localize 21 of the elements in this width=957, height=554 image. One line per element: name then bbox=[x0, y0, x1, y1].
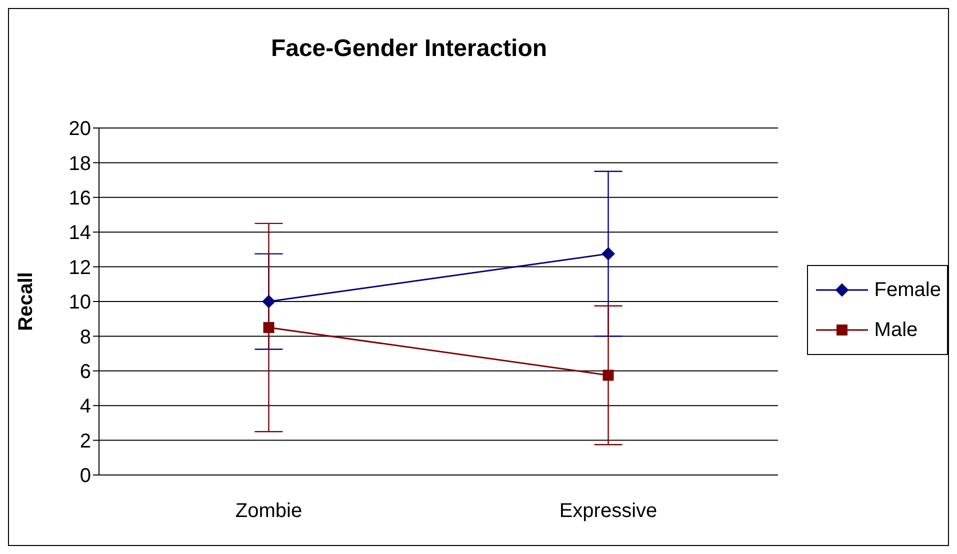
y-tick-label: 8 bbox=[80, 326, 91, 348]
y-tick-label: 18 bbox=[68, 152, 91, 175]
x-tick-label: Expressive bbox=[559, 500, 658, 522]
y-tick-label: 14 bbox=[68, 222, 91, 244]
y-tick-label: 4 bbox=[80, 396, 91, 418]
y-tick-label: 6 bbox=[80, 361, 91, 383]
y-tick-label: 10 bbox=[68, 292, 91, 314]
point bbox=[602, 247, 615, 260]
y-tick-label: 0 bbox=[80, 465, 91, 488]
point bbox=[262, 295, 276, 308]
x-tick-label: Zombie bbox=[235, 500, 302, 522]
legend-label: Female bbox=[874, 278, 941, 302]
chart-title: Face-Gender Interaction bbox=[270, 35, 548, 63]
y-tick-label: 2 bbox=[80, 430, 91, 452]
y-tick-label: 16 bbox=[68, 188, 91, 210]
y-tick-label: 20 bbox=[68, 118, 91, 140]
y-tick-label: 12 bbox=[68, 256, 91, 279]
point bbox=[602, 370, 614, 381]
point bbox=[263, 322, 274, 334]
y-axis-title: Recall bbox=[15, 272, 38, 331]
legend-label: Male bbox=[874, 318, 918, 342]
